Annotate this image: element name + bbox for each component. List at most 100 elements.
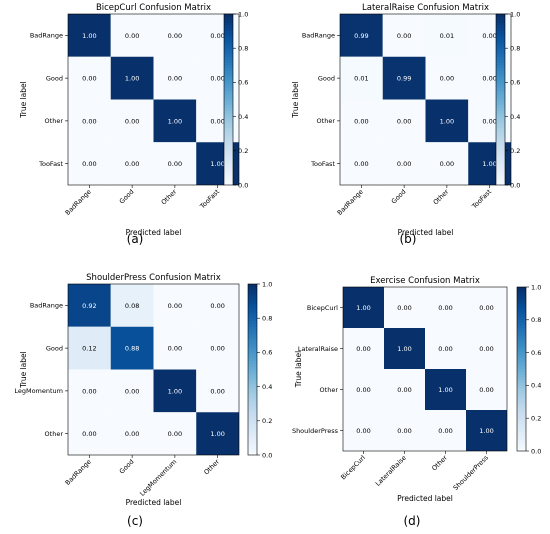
x-tick-label: BadRange [336,188,365,217]
colorbar-segment [224,73,233,78]
colorbar-frame [516,286,527,452]
colorbar-segment [248,409,257,413]
colorbar-segment [496,136,505,140]
colorbar-segment [517,442,526,447]
cell-value-label: 0.00 [479,345,493,353]
colorbar-segment [496,65,505,69]
x-axis-label: Predicted label [126,228,182,237]
colorbar-segment [517,360,526,365]
colorbar-segment [517,426,526,430]
colorbar-segment [224,136,233,140]
cell-value-label: 0.00 [438,304,452,312]
colorbar-tick-label: 0.6 [510,79,520,87]
colorbar-segment [248,335,257,339]
colorbar-segment [224,153,233,158]
colorbar-segment [248,358,257,362]
heatmap-cell [196,326,239,370]
colorbar-segment [496,182,505,186]
x-tick-label: Other [202,458,221,477]
heatmap-cell [110,412,154,455]
colorbar-segment [496,22,505,26]
colorbar-segment [224,156,233,160]
colorbar-segment [496,33,505,38]
cell-value-label: 0.00 [82,387,96,395]
cell-value-label: 0.00 [479,304,493,312]
cell-value-label: 0.08 [125,302,139,310]
colorbar-segment [496,59,505,64]
x-tick-label: LateralRaise [374,454,408,488]
colorbar-segment [496,88,505,92]
colorbar-tick-label: 0.2 [510,147,520,155]
colorbar-segment [248,338,257,342]
colorbar-segment [224,93,233,98]
cell-value-label: 0.00 [440,75,454,83]
colorbar-segment [517,319,526,324]
x-tick-label: BadRange [64,458,93,487]
heatmap-cell [68,369,111,413]
cell-value-label: 0.00 [82,117,96,125]
colorbar-segment [224,162,233,166]
colorbar-segment [496,170,505,175]
heatmap-cell [340,99,383,143]
colorbar-segment [224,16,233,21]
subfigure-caption: (b) [400,232,417,246]
heatmap-cell [382,142,426,185]
cell-value-label: 1.00 [438,386,452,394]
colorbar-segment [224,165,233,169]
heatmap-frame [339,13,512,186]
colorbar-segment [496,145,505,149]
colorbar-tick-label: 0.0 [531,447,541,455]
colorbar-segment [496,28,505,32]
colorbar-segment [224,150,233,155]
colorbar-segment [248,286,257,291]
colorbar-segment [517,295,526,299]
colorbar-segment [517,322,526,326]
heatmap-cell [110,14,154,57]
colorbar-segment [517,355,526,359]
colorbar-segment [517,379,526,384]
colorbar-segment [496,62,505,66]
colorbar-segment [248,346,257,351]
cell-value-label: 0.12 [82,345,96,353]
colorbar-segment [517,388,526,392]
cell-value-label: 0.00 [82,160,96,168]
colorbar-segment [517,317,526,321]
colorbar-segment [517,437,526,441]
colorbar-segment [496,73,505,78]
colorbar-segment [224,88,233,92]
x-tick-label: ShoulderPress [452,453,491,492]
x-tick-label: Good [118,458,136,476]
colorbar-segment [517,328,526,332]
heatmap-cell [343,369,384,410]
colorbar-segment [517,333,526,337]
cell-value-label: 1.00 [356,304,370,312]
colorbar-segment [224,176,233,180]
heatmap-cell [466,369,507,410]
colorbar-tick-label: 1.0 [510,10,520,18]
colorbar-segment [496,142,505,146]
colorbar-segment [248,423,257,428]
heatmap-cell [153,412,197,455]
colorbar-segment [248,417,257,422]
y-axis-label: True label [19,351,28,388]
cell-value-label: 0.00 [125,387,139,395]
colorbar-segment [517,407,526,411]
colorbar-segment [496,45,505,49]
heatmap-cell [425,56,469,100]
heatmap-cell [382,99,426,143]
colorbar-segment [517,410,526,414]
heatmap-cell [110,99,154,143]
colorbar-segment [496,165,505,169]
heatmap-cell [153,99,197,143]
cell-value-label: 1.00 [168,117,182,125]
colorbar-segment [248,298,257,302]
y-axis-label: True label [19,81,28,118]
colorbar-segment [517,358,526,362]
colorbar-segment [248,292,257,296]
cell-value-label: 0.00 [440,160,454,168]
colorbar-tick-label: 0.6 [238,79,248,87]
cell-value-label: 1.00 [440,117,454,125]
colorbar-segment [224,36,233,41]
colorbar-segment [496,153,505,158]
colorbar-segment [517,303,526,307]
